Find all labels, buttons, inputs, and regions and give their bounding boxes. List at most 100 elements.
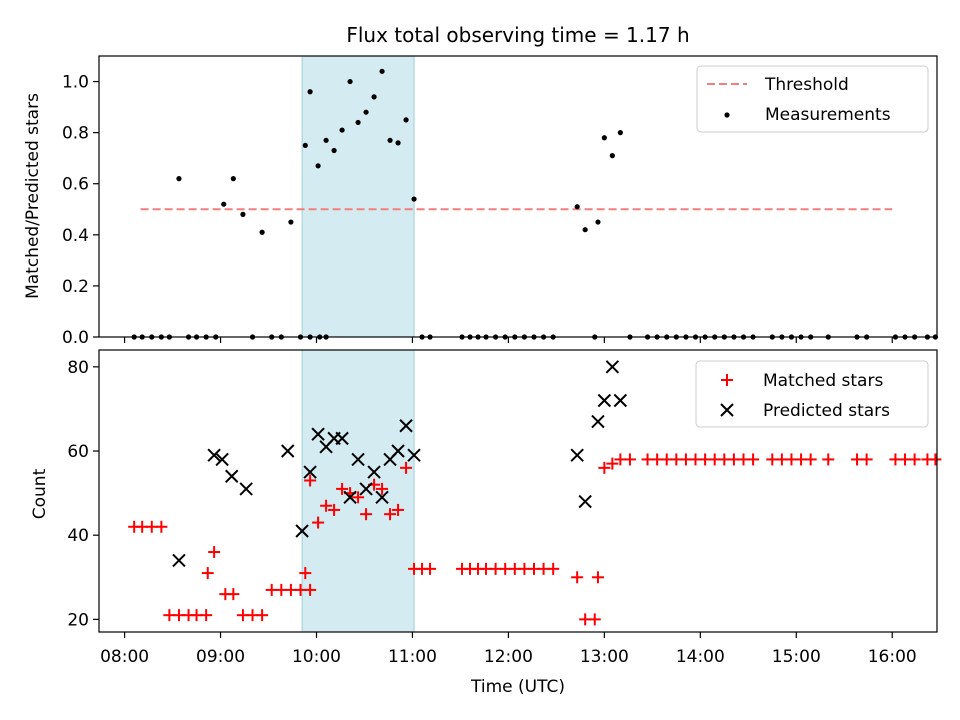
matched-legend-label: Matched stars	[763, 371, 883, 391]
ratio-ytick-label: 0.4	[62, 226, 89, 246]
predicted-star-point	[239, 482, 253, 496]
count-panel-frame	[98, 349, 938, 633]
ratio-ytick-label: 0.8	[62, 124, 89, 144]
measurement-point	[288, 219, 294, 225]
matched-star-point	[384, 508, 397, 521]
matched-star-point	[591, 571, 604, 584]
matched-star-point	[588, 613, 601, 626]
measurement-point	[379, 68, 385, 74]
predicted-star-point	[597, 393, 612, 408]
ratio-ytick-label: 1.0	[62, 73, 89, 93]
measurement-point	[315, 163, 321, 169]
matched-star-point	[201, 567, 214, 580]
matched-star-point	[227, 588, 240, 601]
matched-star-point	[208, 546, 221, 559]
measurement-point	[331, 147, 337, 154]
count-xtick-label: 08:00	[100, 647, 149, 667]
matched-star-point	[360, 508, 373, 521]
measurement-point	[411, 196, 417, 202]
count-xtick-label: 12:00	[484, 647, 533, 667]
count-xtick-label: 10:00	[292, 647, 341, 667]
measurement-point	[395, 140, 401, 146]
predicted-star-point	[303, 465, 317, 479]
matched-star-point	[336, 482, 349, 495]
predicted-star-point	[351, 452, 365, 467]
matched-star-point	[376, 482, 389, 495]
predicted-star-point	[359, 482, 373, 496]
predicted-star-point	[311, 427, 325, 441]
measurement-point	[230, 176, 236, 182]
predicted-star-point	[578, 494, 592, 509]
ratio-panel-frame	[98, 55, 938, 338]
measurement-point	[302, 142, 308, 149]
ratio-observing-window	[302, 56, 415, 337]
predicted-star-point	[335, 431, 349, 446]
matched-star-point	[312, 516, 325, 529]
chart-title: Flux total observing time = 1.17 h	[346, 23, 689, 47]
matched-star-point	[908, 453, 921, 466]
count-xtick-label: 13:00	[580, 647, 629, 667]
matched-star-point	[623, 453, 636, 466]
measurement-point	[617, 130, 623, 136]
matched-star-point	[304, 583, 317, 596]
measurements-legend-swatch	[724, 112, 730, 118]
measurement-point	[582, 227, 588, 233]
matched-legend-swatch	[721, 374, 733, 386]
count-ytick-label: 40	[67, 526, 89, 546]
measurement-point	[347, 78, 353, 85]
measurement-point	[339, 127, 345, 133]
matched-star-point	[392, 503, 405, 516]
predicted-star-point	[605, 360, 620, 374]
predicted-star-point	[295, 524, 309, 538]
matched-star-point	[822, 453, 835, 466]
measurement-point	[176, 176, 182, 182]
count-ytick-label: 20	[67, 610, 89, 630]
matched-star-point	[320, 499, 333, 512]
ratio-legend: Threshold Measurements	[696, 65, 929, 133]
ratio-legend-frame	[696, 65, 929, 133]
measurement-point	[323, 137, 329, 143]
predicted-star-point	[570, 448, 584, 462]
measurement-point	[574, 204, 580, 210]
predicted-legend-swatch	[720, 403, 734, 417]
predicted-star-point	[172, 553, 186, 568]
predicted-star-point	[281, 444, 295, 458]
measurement-point	[371, 94, 377, 100]
measurement-point	[387, 137, 393, 143]
count-xtick-label: 14:00	[676, 647, 725, 667]
predicted-star-point	[375, 490, 389, 505]
matched-star-point	[304, 474, 317, 487]
measurement-point	[595, 219, 601, 225]
measurement-point	[307, 89, 313, 95]
predicted-star-point	[613, 393, 628, 408]
matched-star-point	[328, 503, 341, 516]
matched-star-point	[352, 491, 365, 504]
matched-star-point	[547, 562, 560, 575]
count-panel: 20 40 60 80 08:00 09:00 10:00 11:00 12:00 13:00 1…	[30, 349, 942, 697]
count-legend-frame	[695, 360, 929, 428]
ratio-panel: 0.0 0.2 0.4 0.6 0.8 1.0 Matched/Predicted sta…	[23, 55, 939, 348]
measurement-point	[221, 201, 227, 207]
matched-star-point	[929, 453, 942, 466]
predicted-star-point	[207, 448, 221, 462]
measurement-point	[355, 119, 361, 126]
measurement-point	[609, 153, 615, 159]
matched-star-point	[860, 453, 873, 466]
measurement-point	[601, 135, 607, 141]
count-legend: Matched stars Predicted stars	[695, 360, 929, 428]
threshold-legend-label: Threshold	[764, 75, 849, 95]
matched-star-point	[804, 453, 817, 466]
ratio-ytick-label: 0.0	[62, 328, 89, 348]
count-ytick-label: 80	[67, 358, 89, 378]
count-panel-ylabel: Count	[30, 468, 50, 519]
count-xtick-label: 09:00	[196, 647, 245, 667]
predicted-star-point	[367, 465, 381, 479]
measurement-point	[259, 229, 265, 235]
count-xtick-label: 11:00	[388, 647, 437, 667]
ratio-ytick-label: 0.6	[62, 175, 89, 195]
matched-star-point	[400, 461, 413, 474]
count-panel-xlabel: Time (UTC)	[470, 677, 565, 697]
matched-star-point	[747, 453, 760, 466]
measurements-legend-label: Measurements	[765, 105, 891, 125]
